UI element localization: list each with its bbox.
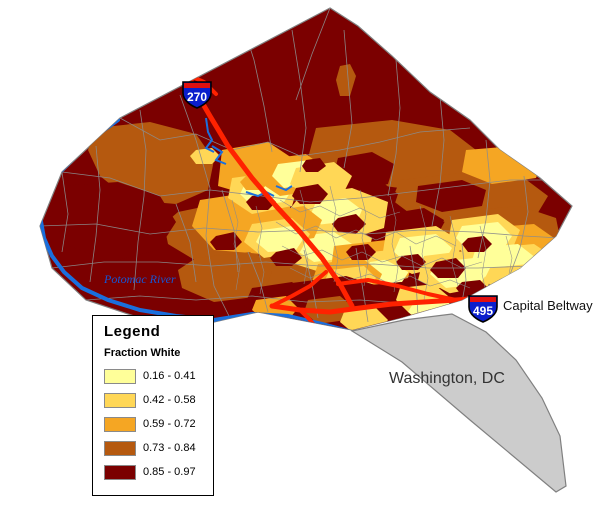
legend-label: 0.42 - 0.58 <box>143 393 196 406</box>
legend-swatch <box>104 464 136 480</box>
legend-swatch <box>104 440 136 456</box>
interstate-495-shield[interactable]: 495 <box>466 294 500 324</box>
legend-row: 0.85 - 0.97 <box>104 461 213 483</box>
legend-subtitle: Fraction White <box>104 347 181 359</box>
tract-region <box>416 180 486 212</box>
legend-swatch <box>104 416 136 432</box>
legend-row: 0.59 - 0.72 <box>104 413 213 435</box>
tract-boundaries-dense <box>231 185 513 301</box>
legend-row: 0.73 - 0.84 <box>104 437 213 459</box>
interstate-highways[interactable] <box>185 71 487 330</box>
tract-region <box>178 252 272 302</box>
legend-row: 0.42 - 0.58 <box>104 389 213 411</box>
shield-495-number: 495 <box>473 304 493 318</box>
map-legend: Legend Fraction White 0.16 - 0.41 0.42 - … <box>92 315 214 496</box>
washington-dc-polygon <box>350 313 567 493</box>
legend-row: 0.16 - 0.41 <box>104 365 213 387</box>
tract-region <box>50 182 176 262</box>
tract-region <box>336 64 356 96</box>
highway-connector-ne <box>336 278 458 302</box>
legend-label: 0.73 - 0.84 <box>143 441 196 454</box>
legend-swatch <box>104 392 136 408</box>
legend-swatch <box>104 368 136 384</box>
legend-title: Legend <box>104 323 161 340</box>
interstate-270-shield[interactable]: 270 <box>180 80 214 110</box>
legend-class-list: 0.16 - 0.41 0.42 - 0.58 0.59 - 0.72 0.73 - … <box>104 365 213 483</box>
potomac-river <box>40 174 354 330</box>
county-tracts <box>39 7 573 493</box>
legend-label: 0.16 - 0.41 <box>143 369 196 382</box>
highway-i495-west <box>270 270 328 308</box>
legend-label: 0.59 - 0.72 <box>143 417 196 430</box>
legend-label: 0.85 - 0.97 <box>143 465 196 478</box>
shield-270-number: 270 <box>187 90 207 104</box>
